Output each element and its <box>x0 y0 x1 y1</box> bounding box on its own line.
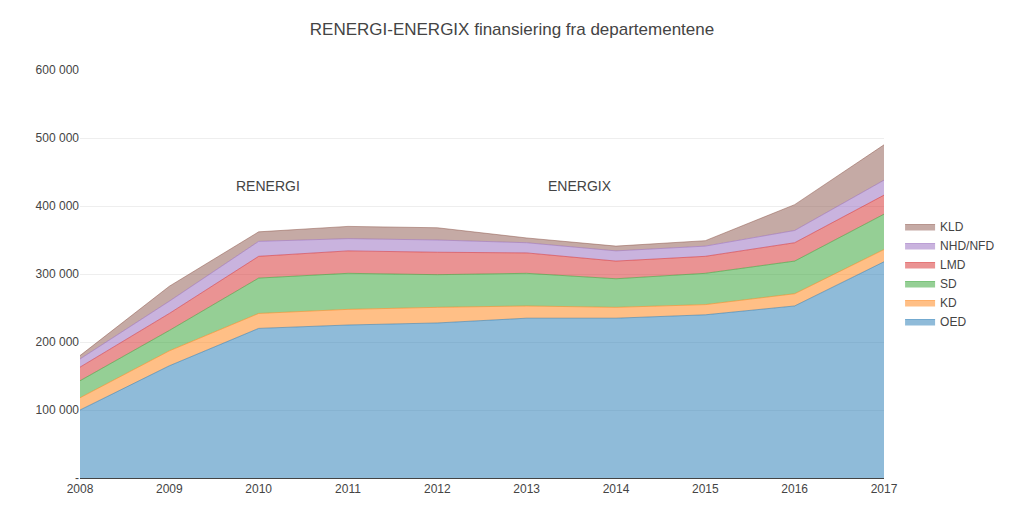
svg-text:SD: SD <box>940 277 957 291</box>
svg-text:RENERGI: RENERGI <box>236 178 300 194</box>
svg-text:300 000: 300 000 <box>36 267 80 281</box>
svg-text:LMD: LMD <box>940 258 966 272</box>
svg-text:200 000: 200 000 <box>36 335 80 349</box>
svg-text:-: - <box>75 471 79 485</box>
svg-text:400 000: 400 000 <box>36 199 80 213</box>
svg-text:2016: 2016 <box>781 482 808 496</box>
svg-text:100 000: 100 000 <box>36 403 80 417</box>
svg-text:NHD/NFD: NHD/NFD <box>940 239 994 253</box>
svg-text:2017: 2017 <box>871 482 898 496</box>
svg-text:KLD: KLD <box>940 220 964 234</box>
svg-text:2014: 2014 <box>603 482 630 496</box>
svg-text:OED: OED <box>940 315 966 329</box>
svg-text:2008: 2008 <box>67 482 94 496</box>
svg-text:500 000: 500 000 <box>36 131 80 145</box>
svg-text:KD: KD <box>940 296 957 310</box>
svg-text:2010: 2010 <box>245 482 272 496</box>
svg-text:2015: 2015 <box>692 482 719 496</box>
svg-text:ENERGIX: ENERGIX <box>548 178 612 194</box>
svg-text:2013: 2013 <box>513 482 540 496</box>
svg-text:2012: 2012 <box>424 482 451 496</box>
svg-text:600 000: 600 000 <box>36 63 80 77</box>
svg-text:2009: 2009 <box>156 482 183 496</box>
svg-text:2011: 2011 <box>335 482 361 496</box>
svg-text:RENERGI-ENERGIX finansiering f: RENERGI-ENERGIX finansiering fra departe… <box>310 20 714 39</box>
